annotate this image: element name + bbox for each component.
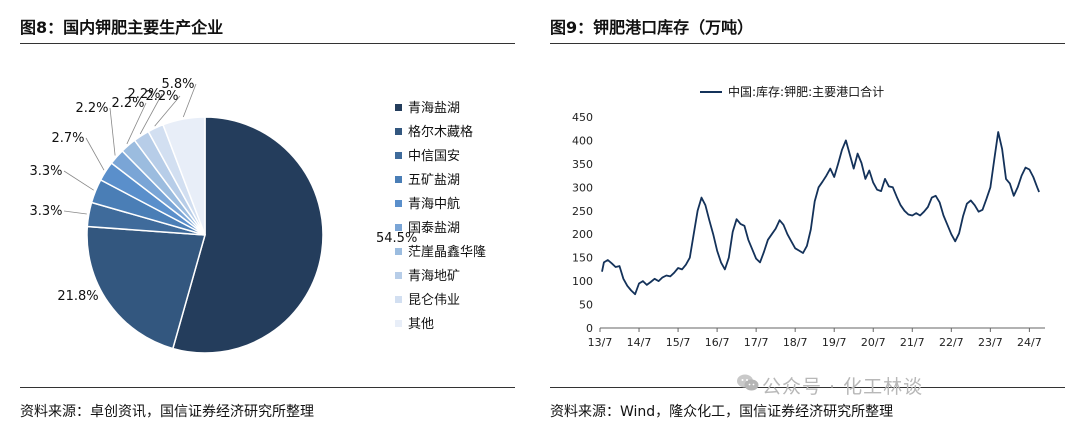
pie-data-label: 2.2%	[111, 96, 144, 111]
legend-label: 中信国安	[408, 149, 460, 164]
pie-slice-9	[162, 116, 206, 236]
pie-figure-title: 图8：国内钾肥主要生产企业	[20, 18, 224, 37]
pie-slice-1	[86, 225, 206, 350]
line-chart-area: 中国:库存:钾肥:主要港口合计 0 50 100 150 200 250 300 350 400 4…	[550, 60, 1065, 374]
pie-leader-line	[126, 102, 147, 145]
legend-label: 格尔木藏格	[408, 124, 473, 140]
legend-swatch	[395, 152, 402, 159]
x-tick-label: 23/7	[978, 336, 1003, 349]
legend-swatch	[395, 176, 402, 183]
y-tick-label: 300	[572, 181, 593, 194]
pie-leader-line	[139, 93, 163, 135]
legend-label: 青海盐湖	[408, 101, 460, 116]
source-divider	[550, 387, 1065, 388]
pie-chart-area: 54.5% 21.8% 3.3% 3.3% 2.7% 2.2% 2.2% 2.2% 2.2% 5.…	[20, 60, 515, 384]
legend-label: 茫崖晶鑫华隆	[408, 244, 486, 260]
legend-label: 国泰盐湖	[408, 221, 460, 236]
pie-leader-line	[109, 107, 116, 156]
y-tick-label: 250	[572, 205, 593, 218]
x-tick-label: 13/7	[588, 336, 613, 349]
x-tick-label: 14/7	[627, 336, 652, 349]
legend-label: 中国:库存:钾肥:主要港口合计	[728, 84, 884, 99]
line-chart: 中国:库存:钾肥:主要港口合计 0 50 100 150 200 250 300 350 400 4…	[572, 84, 1045, 349]
legend-swatch	[395, 104, 402, 111]
x-tick-label: 16/7	[705, 336, 730, 349]
pie-data-label: 2.2%	[127, 87, 160, 102]
x-tick-label: 17/7	[744, 336, 769, 349]
pie-data-label: 3.3%	[29, 164, 62, 179]
x-tick-label: 21/7	[900, 336, 925, 349]
x-tick-label: 24/7	[1017, 336, 1042, 349]
title-divider	[20, 43, 515, 44]
legend-swatch	[395, 128, 402, 135]
wechat-icon	[737, 374, 759, 391]
legend-label: 五矿盐湖	[408, 173, 460, 188]
pie-source-note: 资料来源：卓创资讯，国信证券经济研究所整理	[20, 404, 314, 420]
legend-label: 昆仑伟业	[408, 293, 460, 308]
y-tick-label: 0	[586, 322, 593, 335]
x-tick-label: 20/7	[861, 336, 886, 349]
legend-swatch	[395, 296, 402, 303]
pie-data-label: 21.8%	[57, 289, 98, 304]
pie-slice-0	[171, 116, 324, 354]
pie-data-label: 2.2%	[75, 101, 108, 116]
source-divider	[20, 387, 515, 388]
pie-leader-line	[182, 83, 197, 118]
line-source-note: 资料来源：Wind，隆众化工，国信证券经济研究所整理	[550, 404, 894, 420]
y-tick-label: 100	[572, 275, 593, 288]
pie-leader-line	[85, 137, 105, 171]
pie-chart: 54.5%21.8%3.3%3.3%2.7%2.2% 2.2%2.2%2.2%5.…	[29, 77, 486, 354]
y-tick-label: 150	[572, 252, 593, 265]
legend-label: 青海地矿	[408, 269, 460, 284]
x-tick-label: 22/7	[939, 336, 964, 349]
pie-data-label: 54.5%	[376, 231, 417, 246]
pie-data-label: 3.3%	[29, 204, 62, 219]
pie-figure-panel: 图8：国内钾肥主要生产企业 54.5% 21.8% 3.3% 3.3% 2.7% 2.2%…	[20, 0, 515, 430]
legend-swatch	[395, 224, 402, 231]
x-tick-label: 19/7	[822, 336, 847, 349]
x-tick-label: 15/7	[666, 336, 691, 349]
pie-data-label: 2.2%	[145, 89, 178, 104]
watermark-text: 公众号 · 化工林谈	[762, 376, 924, 398]
legend-swatch	[395, 272, 402, 279]
y-tick-label: 200	[572, 228, 593, 241]
legend-swatch	[395, 200, 402, 207]
title-divider	[550, 43, 1065, 44]
legend-label: 青海中航	[408, 196, 460, 212]
legend-swatch	[395, 248, 402, 255]
pie-leader-line	[63, 170, 94, 191]
y-tick-label: 450	[572, 111, 593, 124]
legend-swatch	[395, 320, 402, 327]
line-figure-title: 图9：钾肥港口库存（万吨）	[550, 18, 754, 37]
y-tick-label: 350	[572, 158, 593, 171]
y-tick-label: 50	[579, 299, 593, 312]
series-line	[601, 131, 1040, 296]
pie-data-label: 2.7%	[51, 131, 84, 146]
pie-leader-line	[154, 95, 181, 127]
pie-leader-line	[63, 210, 87, 215]
y-tick-label: 400	[572, 134, 593, 147]
legend-label: 其他	[408, 317, 434, 332]
pie-data-label: 5.8%	[161, 77, 194, 92]
line-figure-panel: 图9：钾肥港口库存（万吨） 中国:库存:钾肥:主要港口合计 0 50 100 150 20…	[550, 0, 1065, 430]
x-tick-label: 18/7	[783, 336, 808, 349]
